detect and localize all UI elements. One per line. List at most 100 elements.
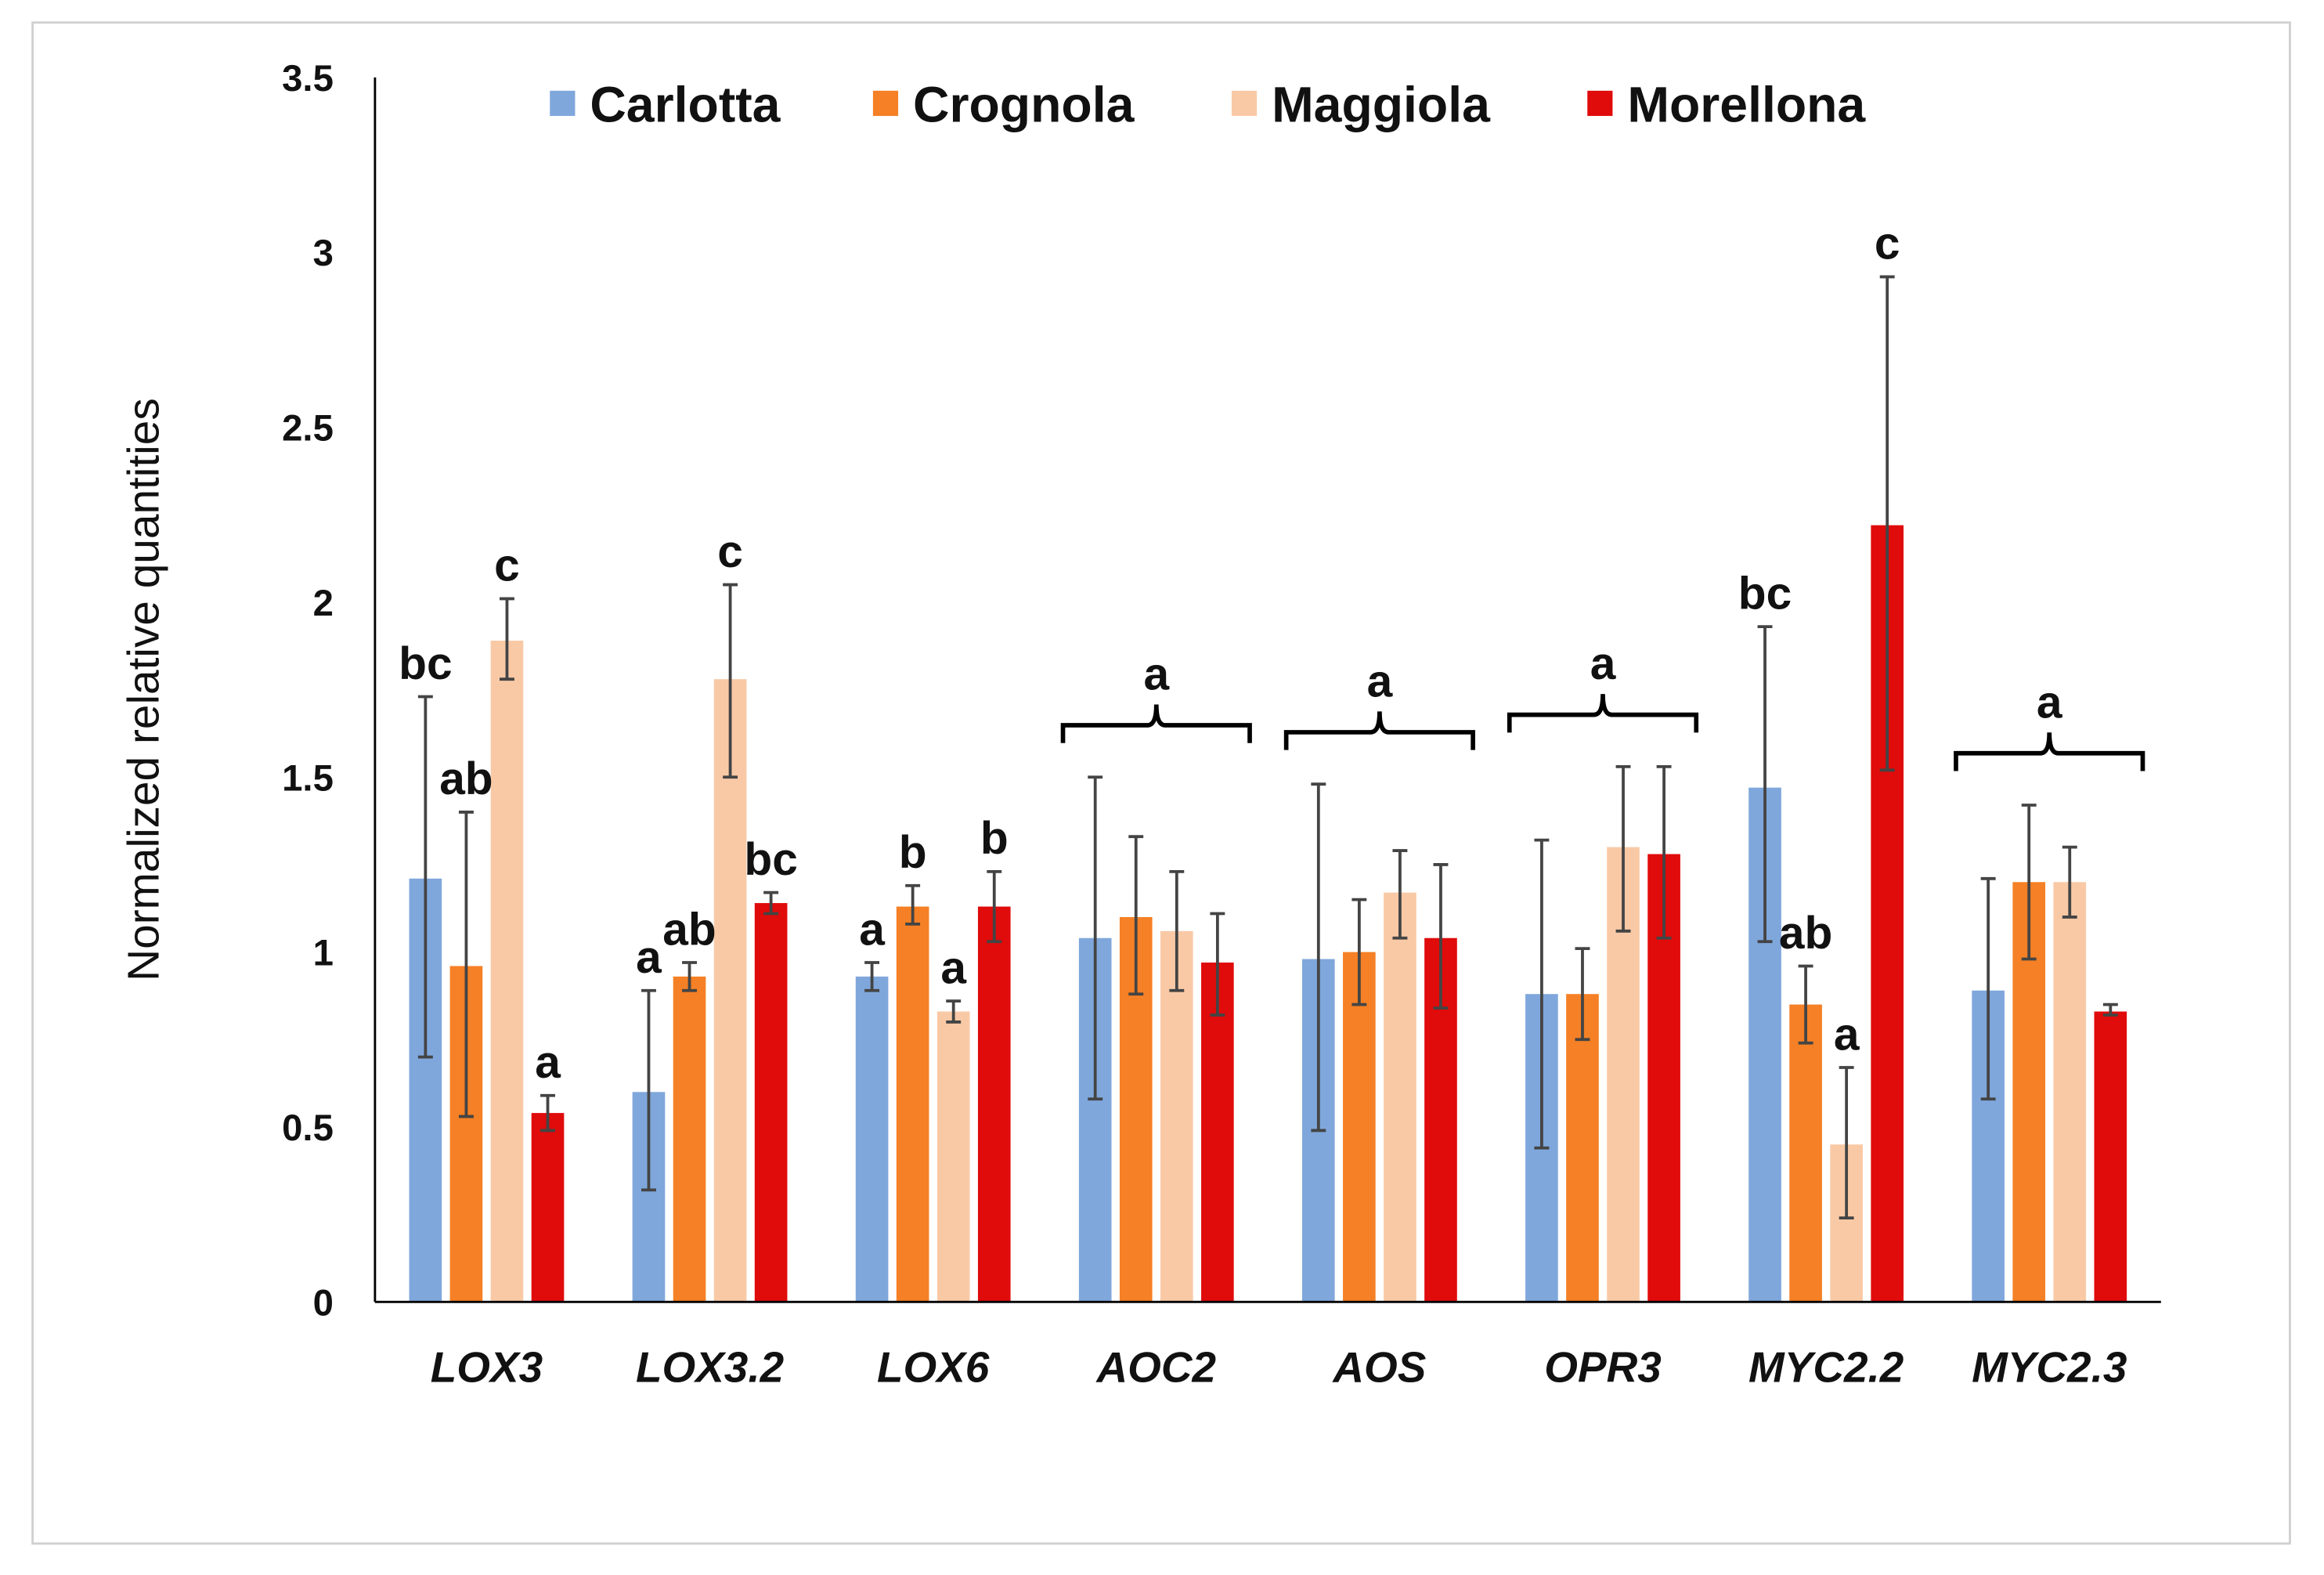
y-tick-label: 1.5 [282, 757, 334, 799]
bar-carlotta-lox6 [855, 976, 889, 1302]
error-bar [1980, 876, 1996, 1101]
bar-maggiola-myc2.3 [2053, 882, 2087, 1302]
x-tick-label: OPR3 [1544, 1343, 1661, 1392]
error-bar [1433, 863, 1449, 1010]
x-tick-label: LOX3.2 [636, 1343, 784, 1392]
bar-morellona-aoc2 [1201, 963, 1234, 1302]
bar-maggiola-aoc2 [1160, 930, 1193, 1302]
legend-label: Morellona [1627, 77, 1866, 133]
error-bar [1534, 838, 1550, 1150]
y-tick-label: 0.5 [282, 1107, 334, 1149]
significance-letter: a [636, 932, 662, 983]
error-bar [1210, 912, 1225, 1017]
error-bar [1351, 898, 1367, 1006]
error-bar [1088, 775, 1103, 1101]
significance-letter: b [980, 813, 1009, 864]
bracket [1283, 711, 1475, 750]
bar-crognola-myc2.2 [1789, 1004, 1822, 1302]
bar-maggiola-aos [1384, 892, 1416, 1302]
bar-crognola-aos [1343, 952, 1376, 1302]
y-tick-label: 2 [313, 583, 334, 624]
significance-letter: a [1834, 1009, 1860, 1060]
significance-letter: a [1143, 649, 1169, 700]
significance-letter: bc [1738, 568, 1792, 619]
error-bar [946, 999, 962, 1024]
bar-morellona-lox3.2 [754, 903, 788, 1302]
error-bar [682, 961, 697, 992]
significance-letter: c [717, 526, 743, 577]
bar-maggiola-lox3.2 [713, 679, 747, 1302]
y-tick-label: 0 [313, 1282, 334, 1324]
significance-letter: a [940, 942, 966, 993]
bar-morellona-lox6 [977, 906, 1011, 1302]
x-tick-label: LOX3 [431, 1343, 543, 1392]
error-bar [1169, 869, 1185, 992]
bar-maggiola-lox6 [936, 1011, 970, 1302]
error-bar [540, 1093, 555, 1132]
error-bar [1615, 764, 1631, 933]
error-bar [1392, 849, 1408, 940]
significance-letter: ab [439, 753, 493, 804]
error-bar [2021, 804, 2037, 961]
y-axis: 0 0.5 1 1.5 2 2.5 3 3.5 [282, 58, 377, 1324]
error-bar [1311, 782, 1326, 1132]
error-bar [723, 583, 738, 779]
significance-letter: a [1590, 638, 1616, 689]
legend-swatch-crognola [872, 90, 899, 117]
bar-crognola-lox6 [896, 906, 929, 1302]
error-bar [2062, 845, 2077, 919]
error-bar [417, 695, 433, 1059]
legend-label: Crognola [913, 77, 1135, 133]
error-bar [1839, 1066, 1854, 1220]
bar-crognola-lox3.2 [673, 976, 706, 1302]
error-bar [1798, 964, 1813, 1045]
legend: Carlotta Crognola Maggiola Morellona [550, 77, 1866, 133]
significance-letter: bc [399, 638, 452, 689]
significance-letter: ab [1779, 908, 1832, 959]
y-tick-label: 3.5 [282, 58, 334, 99]
y-tick-label: 2.5 [282, 408, 334, 450]
x-tick-label: AOS [1331, 1343, 1426, 1392]
error-bar [763, 890, 779, 916]
bar-crognola-opr3 [1566, 994, 1599, 1302]
bar-morellona-myc2.3 [2094, 1011, 2127, 1302]
bar-maggiola-lox3 [490, 641, 524, 1302]
legend-swatch-maggiola [1231, 90, 1258, 117]
bars [409, 275, 2127, 1302]
significance-letter: c [494, 540, 520, 591]
y-tick-label: 3 [313, 233, 334, 274]
error-bar [1757, 625, 1773, 944]
significance-letter: a [1367, 656, 1393, 707]
significance-letter: bc [744, 834, 797, 885]
x-tick-label: AOC2 [1095, 1343, 1216, 1392]
chart-frame [31, 21, 2291, 1545]
y-tick-label: 1 [313, 933, 334, 974]
error-bar [458, 811, 474, 1118]
significance-letter: c [1875, 219, 1900, 269]
error-bar [641, 988, 656, 1192]
error-bar [1879, 275, 1895, 772]
x-tick-label: MYC2.2 [1748, 1343, 1904, 1392]
bracket [1507, 694, 1699, 733]
significance-letter: b [899, 827, 927, 878]
legend-swatch-carlotta [550, 90, 576, 117]
error-bar [2102, 1002, 2118, 1017]
error-bar [1128, 835, 1144, 996]
legend-swatch-morellona [1587, 90, 1613, 117]
significance-letter: a [859, 904, 885, 955]
x-tick-label: LOX6 [877, 1343, 990, 1392]
significance-letter: a [2037, 677, 2062, 728]
error-bar [1575, 947, 1590, 1042]
error-bar [500, 597, 514, 681]
error-bar [987, 869, 1002, 944]
error-bar [1656, 764, 1672, 940]
x-axis: LOX3 LOX3.2 LOX6 AOC2 AOS OPR3 MYC2.2 MYC2.3 [374, 1300, 2161, 1392]
bracket [1060, 704, 1252, 743]
bar-morellona-lox3 [531, 1113, 565, 1302]
significance-letter: a [535, 1037, 561, 1088]
error-bar [864, 961, 880, 992]
x-tick-label: MYC2.3 [1972, 1343, 2127, 1392]
error-bar [905, 883, 921, 926]
